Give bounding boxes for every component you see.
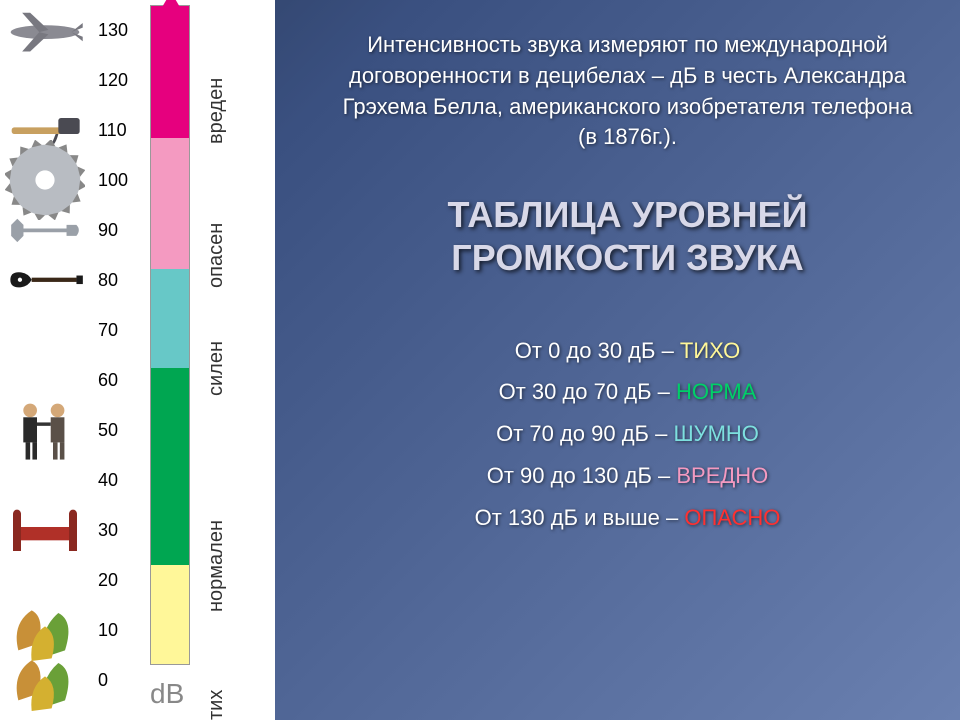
scale-number: 30 (98, 505, 118, 555)
icon-slot (5, 355, 85, 405)
level-row: От 90 до 130 дБ – ВРЕДНО (335, 455, 920, 497)
icon-slot (5, 405, 85, 455)
zone-label-силен: силен (205, 288, 228, 396)
zone-label-нормален: нормален (205, 396, 228, 612)
zone-labels-column: тихнормаленсиленопасенвреден (200, 0, 260, 720)
zone-тих (151, 565, 189, 664)
icons-column (0, 0, 90, 720)
scale-number: 130 (98, 5, 128, 55)
leaves-icon (5, 655, 85, 705)
level-range: От 130 дБ и выше – (475, 505, 685, 530)
level-row: От 30 до 70 дБ – НОРМА (335, 371, 920, 413)
level-range: От 0 до 30 дБ – (515, 338, 680, 363)
zone-опасен (151, 138, 189, 270)
icon-slot (5, 255, 85, 305)
icon-slot (5, 55, 85, 105)
numbers-column: 0102030405060708090100110120130 (90, 0, 150, 720)
level-word: ТИХО (680, 338, 740, 363)
person-pair-icon (5, 405, 85, 455)
levels-list: От 0 до 30 дБ – ТИХООт 30 до 70 дБ – НОР… (335, 330, 920, 539)
scale-number: 90 (98, 205, 118, 255)
level-word: ВРЕДНО (676, 463, 768, 488)
level-range: От 70 до 90 дБ – (496, 421, 673, 446)
airplane-icon (5, 5, 85, 55)
saw-blade-icon (5, 155, 85, 205)
scale-number: 110 (98, 105, 127, 155)
scale-number: 100 (98, 155, 128, 205)
zone-силен (151, 269, 189, 368)
guitar-icon (5, 255, 85, 305)
level-row: От 130 дБ и выше – ОПАСНО (335, 497, 920, 539)
icon-slot (5, 205, 85, 255)
content-panel: Интенсивность звука измеряют по междунар… (275, 0, 960, 720)
zone-вреден (151, 6, 189, 138)
scale-column (150, 0, 200, 720)
level-row: От 0 до 30 дБ – ТИХО (335, 330, 920, 372)
scale-number: 10 (98, 605, 118, 655)
zone-label-тих: тих (205, 612, 228, 720)
zone-label-вреден: вреден (205, 0, 228, 144)
wrench-icon (5, 205, 85, 255)
icon-slot (5, 455, 85, 505)
scale-number: 50 (98, 405, 118, 455)
level-range: От 30 до 70 дБ – (499, 379, 676, 404)
level-range: От 90 до 130 дБ – (487, 463, 677, 488)
level-row: От 70 до 90 дБ – ШУМНО (335, 413, 920, 455)
scale-bar (150, 5, 190, 665)
icon-slot (5, 655, 85, 705)
level-word: ШУМНО (673, 421, 758, 446)
bed-icon (5, 505, 85, 555)
zone-label-опасен: опасен (205, 144, 228, 288)
icon-slot (5, 5, 85, 55)
icon-slot (5, 505, 85, 555)
scale-number: 70 (98, 305, 118, 355)
scale-number: 80 (98, 255, 118, 305)
icon-slot (5, 155, 85, 205)
intro-text: Интенсивность звука измеряют по междунар… (335, 30, 920, 153)
scale-number: 0 (98, 655, 108, 705)
level-word: НОРМА (676, 379, 756, 404)
level-word: ОПАСНО (684, 505, 780, 530)
scale-number: 20 (98, 555, 118, 605)
scale-number: 120 (98, 55, 128, 105)
main-title: ТАБЛИЦА УРОВНЕЙ ГРОМКОСТИ ЗВУКА (335, 193, 920, 279)
arrow-head-icon (158, 0, 184, 14)
scale-number: 40 (98, 455, 118, 505)
zone-нормален (151, 368, 189, 565)
icon-slot (5, 305, 85, 355)
scale-panel: 0102030405060708090100110120130 dB тихно… (0, 0, 275, 720)
scale-number: 60 (98, 355, 118, 405)
